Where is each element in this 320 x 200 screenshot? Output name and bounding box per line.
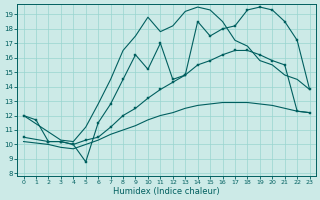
X-axis label: Humidex (Indice chaleur): Humidex (Indice chaleur) xyxy=(113,187,220,196)
